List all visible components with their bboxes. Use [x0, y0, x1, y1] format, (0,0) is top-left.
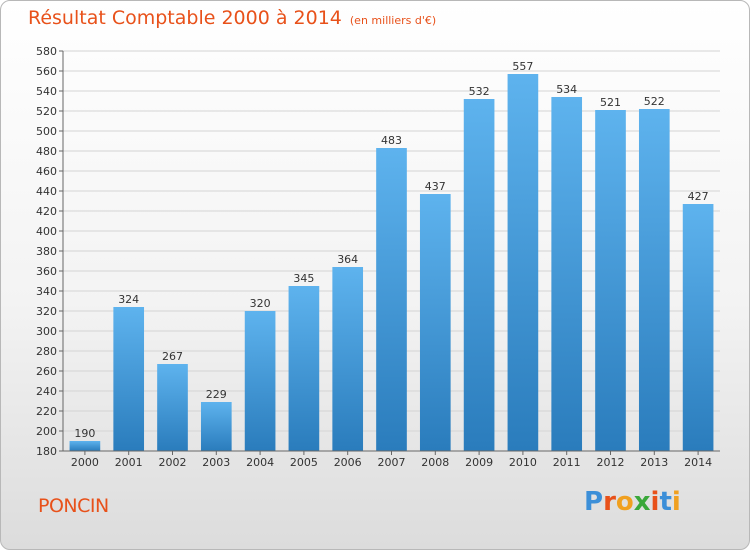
x-tick-label: 2005: [290, 456, 318, 469]
bar[interactable]: [551, 97, 583, 451]
x-tick-label: 2004: [246, 456, 274, 469]
bar-value-label: 427: [688, 190, 709, 203]
y-tick-label: 300: [36, 325, 57, 338]
x-tick-label: 2002: [159, 456, 187, 469]
y-tick-label: 240: [36, 385, 57, 398]
chart-title: Résultat Comptable 2000 à 2014: [28, 7, 342, 29]
y-tick-label: 500: [36, 125, 57, 138]
x-tick-label: 2000: [71, 456, 99, 469]
y-tick-label: 180: [36, 445, 57, 458]
logo-letter: o: [615, 487, 634, 517]
y-tick-label: 400: [36, 225, 57, 238]
bar-value-label: 324: [118, 293, 139, 306]
bar[interactable]: [419, 194, 451, 451]
bar-value-label: 345: [293, 272, 314, 285]
x-tick-label: 2013: [640, 456, 668, 469]
y-tick-label: 280: [36, 345, 57, 358]
logo-letter: t: [659, 487, 672, 517]
bar-value-label: 267: [162, 350, 183, 363]
bar-value-label: 364: [337, 253, 358, 266]
proxiti-logo[interactable]: Proxiti: [584, 487, 681, 517]
bar[interactable]: [288, 286, 320, 451]
x-tick-label: 2007: [378, 456, 406, 469]
bar-value-label: 483: [381, 134, 402, 147]
bar[interactable]: [244, 311, 276, 451]
bar[interactable]: [157, 364, 188, 451]
bar[interactable]: [638, 109, 670, 451]
x-tick-label: 2009: [465, 456, 493, 469]
logo-letter: r: [603, 487, 616, 517]
bar-value-label: 557: [512, 60, 533, 73]
y-tick-label: 420: [36, 205, 57, 218]
bar-value-label: 437: [425, 180, 446, 193]
x-tick-label: 2003: [202, 456, 230, 469]
y-tick-label: 560: [36, 65, 57, 78]
bar-value-label: 532: [469, 85, 490, 98]
bar[interactable]: [507, 74, 539, 451]
bar[interactable]: [200, 402, 232, 451]
bar-value-label: 229: [206, 388, 227, 401]
x-tick-label: 2014: [684, 456, 712, 469]
bar-value-label: 521: [600, 96, 621, 109]
logo-letter: x: [633, 487, 651, 517]
y-tick-label: 260: [36, 365, 57, 378]
x-tick-label: 2012: [597, 456, 625, 469]
y-tick-label: 340: [36, 285, 57, 298]
bar-value-label: 190: [74, 427, 95, 440]
y-tick-label: 580: [36, 45, 57, 58]
chart-unit: (en milliers d'€): [349, 14, 437, 27]
y-tick-label: 440: [36, 185, 57, 198]
axes: 180 200 220 240 260 280 300 320 340 360 380 400 420 4…: [36, 45, 720, 469]
bar-value-label: 534: [556, 83, 577, 96]
y-tick-label: 220: [36, 405, 57, 418]
bar-value-label: 320: [250, 297, 271, 310]
bar[interactable]: [682, 204, 714, 451]
y-tick-label: 460: [36, 165, 57, 178]
y-tick-label: 540: [36, 85, 57, 98]
x-tick-label: 2001: [115, 456, 143, 469]
bar[interactable]: [69, 441, 101, 451]
x-tick-label: 2011: [553, 456, 581, 469]
x-tick-label: 2008: [421, 456, 449, 469]
chart-title-block: Résultat Comptable 2000 à 2014 (en millie…: [28, 7, 436, 29]
bar[interactable]: [113, 307, 145, 451]
logo-letter: i: [671, 487, 681, 517]
bar[interactable]: [463, 99, 495, 451]
y-tick-label: 480: [36, 145, 57, 158]
bar[interactable]: [595, 110, 626, 451]
y-tick-label: 200: [36, 425, 57, 438]
y-tick-label: 320: [36, 305, 57, 318]
bar-value-label: 522: [644, 95, 665, 108]
bar[interactable]: [332, 267, 364, 451]
commune-name: PONCIN: [38, 495, 109, 517]
x-tick-label: 2006: [334, 456, 362, 469]
logo-letter: P: [584, 487, 604, 517]
bar[interactable]: [376, 148, 407, 451]
bars: 190 324 267 229 320 345 364 483 437 532 557 534 521 5…: [69, 60, 714, 451]
y-tick-label: 520: [36, 105, 57, 118]
y-tick-label: 360: [36, 265, 57, 278]
logo-letter: i: [650, 487, 660, 517]
y-tick-label: 380: [36, 245, 57, 258]
x-tick-label: 2010: [509, 456, 537, 469]
